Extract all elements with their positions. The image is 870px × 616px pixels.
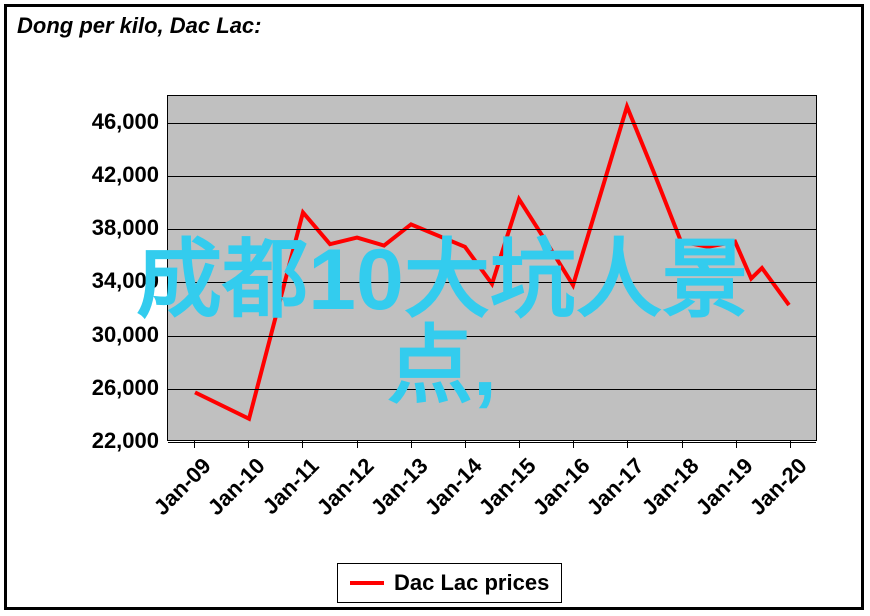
gridline: [168, 176, 816, 177]
gridline: [168, 229, 816, 230]
x-tick: [465, 441, 466, 448]
x-tick: [411, 441, 412, 448]
x-tick: [248, 441, 249, 448]
x-tick: [302, 441, 303, 448]
x-tick: [682, 441, 683, 448]
gridline: [168, 123, 816, 124]
x-tick: [736, 441, 737, 448]
x-tick: [790, 441, 791, 448]
y-tick-label: 46,000: [71, 109, 159, 135]
legend-swatch: [350, 581, 384, 585]
x-tick: [357, 441, 358, 448]
overlay-line-2: 点,: [387, 318, 497, 414]
chart-title: Dong per kilo, Dac Lac:: [17, 13, 262, 39]
x-tick: [519, 441, 520, 448]
overlay-line-1: 成都10大坑人景: [136, 232, 748, 328]
x-tick: [627, 441, 628, 448]
legend-label: Dac Lac prices: [394, 570, 549, 596]
gridline: [168, 442, 816, 443]
overlay-chinese-text: 成都10大坑人景 点,: [33, 237, 851, 409]
x-tick: [194, 441, 195, 448]
y-tick-label: 42,000: [71, 162, 159, 188]
x-tick: [573, 441, 574, 448]
y-tick-label: 22,000: [71, 428, 159, 454]
chart-frame: Dong per kilo, Dac Lac: 22,00026,00030,0…: [4, 4, 864, 610]
legend: Dac Lac prices: [337, 563, 562, 603]
